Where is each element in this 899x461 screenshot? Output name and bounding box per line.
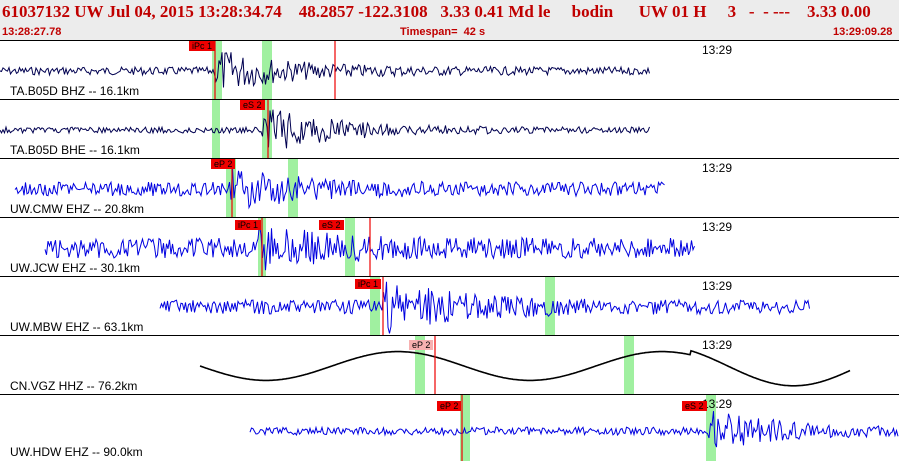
seismogram-trace bbox=[249, 395, 899, 461]
trace-panel-b05d-bhz[interactable]: 13:29 iPc 1 TA.B05D BHZ -- 16.1km bbox=[0, 40, 899, 100]
analysis-window bbox=[212, 41, 222, 100]
station-label: TA.B05D BHZ -- 16.1km bbox=[10, 84, 140, 98]
pick-marker[interactable]: eP 2 bbox=[211, 159, 236, 169]
pick-marker[interactable]: iPc 1 bbox=[235, 220, 262, 230]
analysis-window bbox=[226, 159, 236, 218]
pick-marker[interactable]: eS 2 bbox=[319, 220, 344, 230]
waveform-line bbox=[0, 109, 650, 149]
waveform-line bbox=[249, 411, 899, 448]
seismogram-trace bbox=[159, 277, 810, 336]
seismogram-trace bbox=[44, 218, 695, 277]
waveform-line bbox=[159, 281, 810, 334]
time-tick-label: 13:29 bbox=[702, 338, 733, 352]
station-label: UW.MBW EHZ -- 63.1km bbox=[10, 320, 144, 334]
waveform-line bbox=[199, 349, 851, 387]
timespan: Timespan= 42 s bbox=[400, 26, 486, 38]
trace-panel-cmw-ehz[interactable]: 13:29 eP 2 UW.CMW EHZ -- 20.8km bbox=[0, 158, 899, 218]
pick-marker[interactable]: eS 2 bbox=[240, 100, 265, 110]
analysis-window bbox=[706, 395, 716, 461]
trace-panel-b05d-bhe[interactable]: eS 2 TA.B05D BHE -- 16.1km bbox=[0, 99, 899, 159]
station-label: UW.HDW EHZ -- 90.0km bbox=[10, 445, 143, 459]
analysis-window bbox=[262, 41, 272, 100]
time-tick-label: 13:29 bbox=[702, 279, 733, 293]
station-label: CN.VGZ HHZ -- 76.2km bbox=[10, 379, 138, 393]
station-label: UW.JCW EHZ -- 30.1km bbox=[10, 261, 141, 275]
seismogram-trace bbox=[0, 100, 650, 159]
pick-marker[interactable]: eS 2 bbox=[682, 401, 707, 411]
trace-panel-vgz-hhz[interactable]: 13:29 eP 2 CN.VGZ HHZ -- 76.2km bbox=[0, 335, 899, 395]
time-tick-label: 13:29 bbox=[702, 161, 733, 175]
time-tick-label: 13:29 bbox=[702, 397, 733, 411]
seismogram-trace bbox=[199, 336, 851, 395]
start-time: 13:28:27.78 bbox=[2, 26, 62, 38]
time-tick-label: 13:29 bbox=[702, 220, 733, 234]
pick-marker[interactable]: eP 2 bbox=[409, 340, 434, 350]
trace-panel-jcw-ehz[interactable]: 13:29 iPc 1 eS 2 UW.JCW EHZ -- 30.1km bbox=[0, 217, 899, 277]
analysis-window bbox=[345, 218, 355, 277]
analysis-window bbox=[545, 277, 555, 336]
event-header: 61037132 UW Jul 04, 2015 13:28:34.74 48.… bbox=[0, 0, 899, 40]
trace-panel-mbw-ehz[interactable]: 13:29 iPc 1 UW.MBW EHZ -- 63.1km bbox=[0, 276, 899, 336]
pick-marker[interactable]: eP 2 bbox=[437, 401, 462, 411]
waveform-line bbox=[14, 167, 665, 210]
analysis-window bbox=[415, 336, 425, 395]
analysis-window bbox=[288, 159, 298, 218]
waveform-line bbox=[0, 52, 650, 88]
pick-marker[interactable]: iPc 1 bbox=[355, 279, 382, 289]
time-tick-label: 13:29 bbox=[702, 43, 733, 57]
event-title: 61037132 UW Jul 04, 2015 13:28:34.74 48.… bbox=[2, 2, 871, 21]
station-label: TA.B05D BHE -- 16.1km bbox=[10, 143, 140, 157]
end-time: 13:29:09.28 bbox=[833, 26, 893, 38]
station-label: UW.CMW EHZ -- 20.8km bbox=[10, 202, 144, 216]
pick-marker[interactable]: iPc 1 bbox=[189, 41, 216, 51]
analysis-window bbox=[460, 395, 470, 461]
trace-panel-hdw-ehz[interactable]: 13:29 eP 2 eS 2 UW.HDW EHZ -- 90.0km bbox=[0, 394, 899, 461]
analysis-window bbox=[624, 336, 634, 395]
